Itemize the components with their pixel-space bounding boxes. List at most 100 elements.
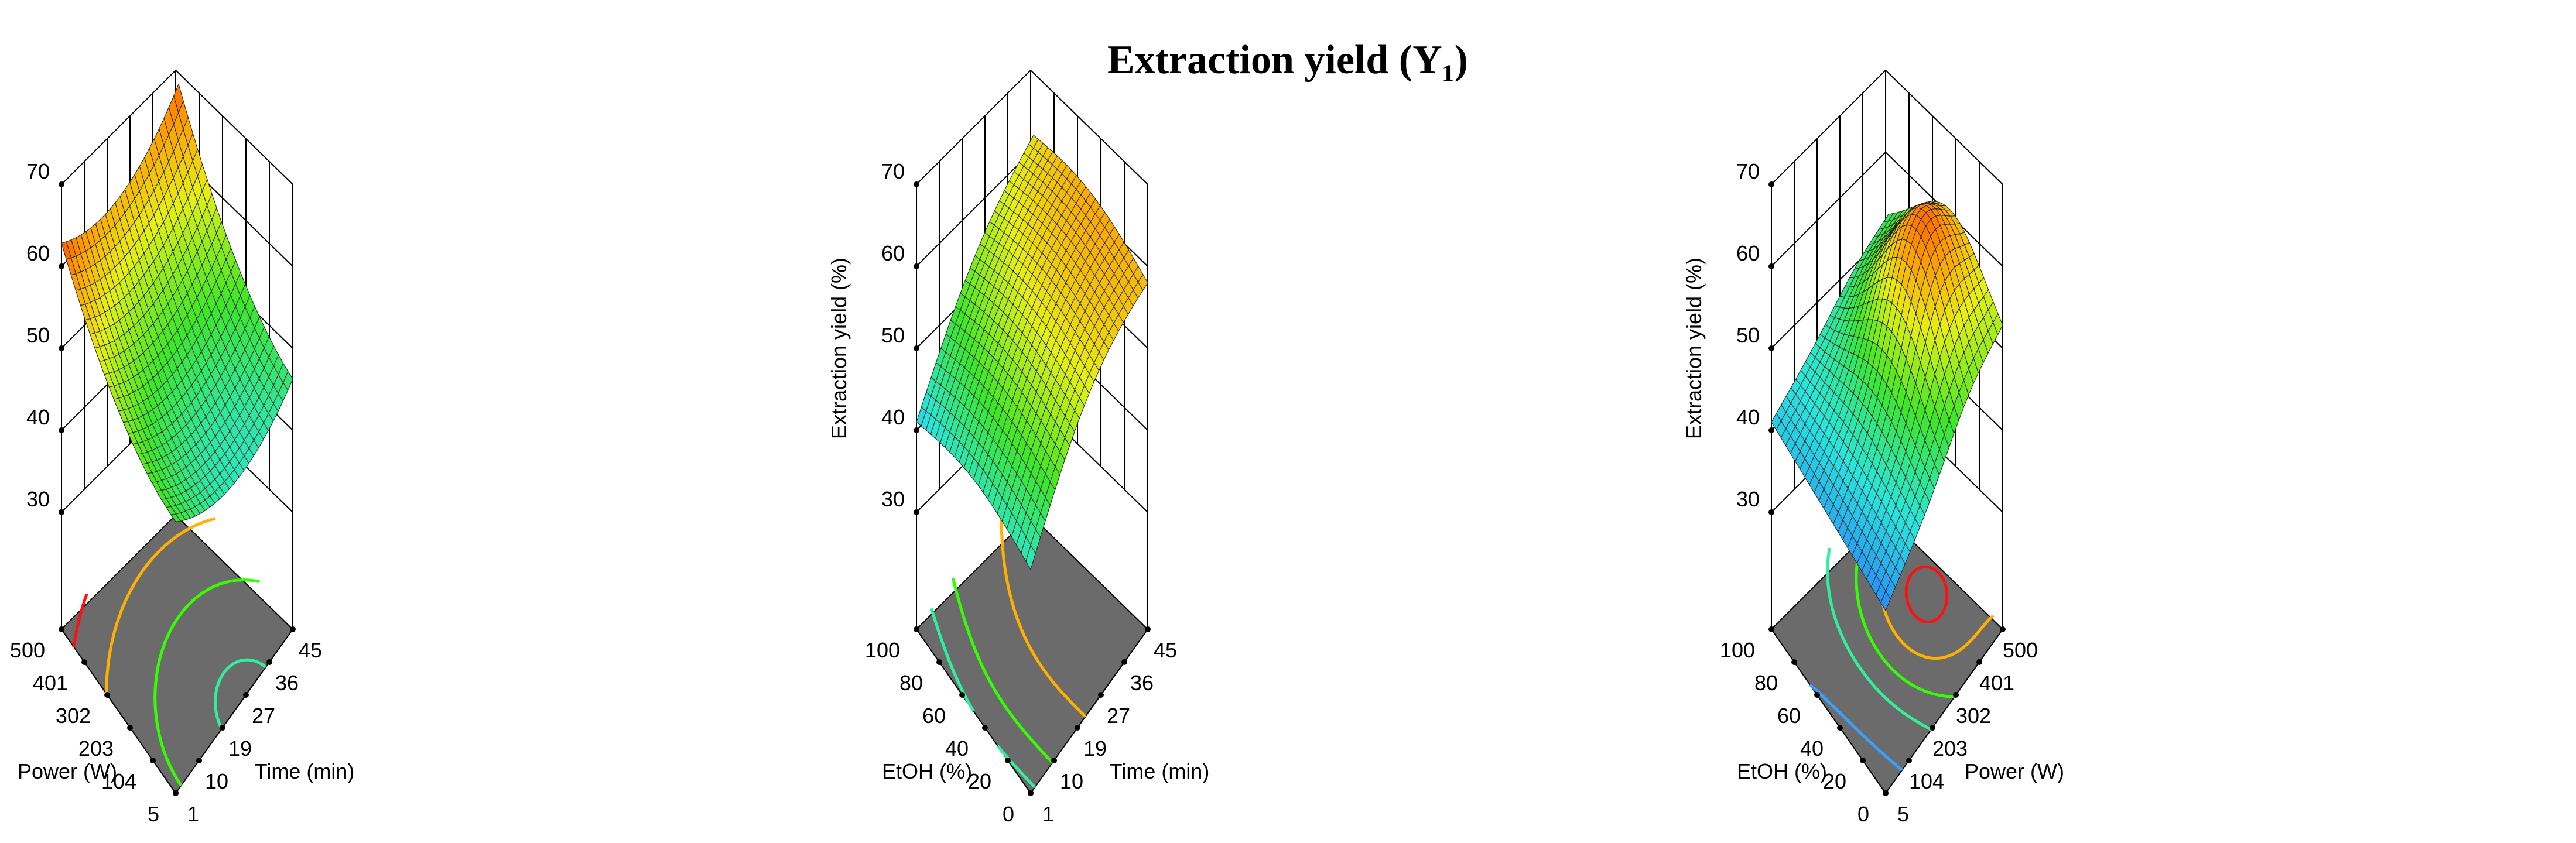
x-tick-mark bbox=[1906, 758, 1912, 763]
x-tick-mark bbox=[1098, 692, 1104, 698]
y-tick-mark bbox=[936, 659, 942, 665]
y-tick-label: 100 bbox=[865, 638, 900, 662]
y-axis-label: EtOH (%) bbox=[882, 759, 972, 783]
y-axis: 0 20 40 60 80 100 EtOH (%) bbox=[865, 626, 1034, 826]
x-tick-mark bbox=[290, 626, 296, 632]
y-axis-label: Power (W) bbox=[18, 759, 117, 783]
z-tick-label: 60 bbox=[26, 241, 50, 265]
contour-lines bbox=[930, 510, 1087, 789]
contour-60 bbox=[1904, 565, 1949, 624]
z-tick-label: 60 bbox=[881, 241, 905, 265]
x-tick-label: 27 bbox=[1107, 704, 1130, 728]
y-tick-mark bbox=[150, 758, 156, 763]
contour-44 bbox=[1826, 547, 1932, 731]
x-tick-label: 5 bbox=[1897, 802, 1909, 826]
y-tick-label: 100 bbox=[1720, 638, 1755, 662]
x-tick-label: 302 bbox=[1956, 704, 1991, 728]
y-tick-label: 203 bbox=[78, 736, 114, 760]
z-tick-mark bbox=[1768, 509, 1774, 515]
z-gridline bbox=[61, 69, 293, 185]
y-tick-mark bbox=[1791, 659, 1797, 665]
contour-44 bbox=[930, 608, 1036, 789]
surface-mesh bbox=[1771, 201, 2003, 612]
z-axis-label: Extraction yield (%) bbox=[827, 258, 851, 439]
x-tick-mark bbox=[1051, 758, 1057, 763]
y-tick-label: 40 bbox=[945, 736, 969, 760]
x-tick-label: 203 bbox=[1932, 736, 1968, 760]
y-tick-label: 80 bbox=[1754, 671, 1778, 695]
x-tick-label: 104 bbox=[1909, 769, 1944, 793]
z-tick-mark bbox=[914, 509, 919, 515]
x-tick-mark bbox=[196, 758, 202, 763]
z-tick-mark bbox=[59, 181, 64, 187]
y-axis-label: EtOH (%) bbox=[1737, 759, 1827, 783]
figure-title: Extraction yield (Y₁) bbox=[1107, 37, 1468, 83]
z-tick-mark bbox=[914, 263, 919, 269]
y-tick-label: 104 bbox=[101, 769, 136, 793]
y-tick-mark bbox=[1837, 725, 1843, 731]
y-tick-label: 60 bbox=[1777, 704, 1801, 728]
y-tick-label: 20 bbox=[968, 769, 991, 793]
y-tick-label: 0 bbox=[1857, 802, 1869, 826]
z-tick-mark bbox=[1768, 181, 1774, 187]
z-gridline bbox=[1771, 151, 2003, 267]
contour-lines bbox=[72, 477, 267, 787]
y-tick-label: 80 bbox=[899, 671, 923, 695]
surface-mesh bbox=[61, 83, 293, 522]
x-tick-mark bbox=[2000, 626, 2006, 632]
x-tick-mark bbox=[1883, 790, 1889, 796]
z-tick-label: 50 bbox=[881, 323, 905, 347]
y-tick-mark bbox=[127, 725, 133, 731]
x-tick-label: 19 bbox=[1083, 736, 1107, 760]
z-tick-label: 50 bbox=[1736, 323, 1760, 347]
x-tick-label: 10 bbox=[205, 769, 228, 793]
y-tick-label: 401 bbox=[33, 671, 68, 695]
y-tick-label: 40 bbox=[1800, 736, 1824, 760]
x-tick-mark bbox=[266, 659, 272, 665]
x-tick-mark bbox=[1976, 659, 1982, 665]
z-tick-mark bbox=[914, 181, 919, 187]
y-tick-label: 500 bbox=[10, 638, 45, 662]
surface-cell bbox=[1880, 590, 1891, 612]
z-tick-mark bbox=[59, 345, 64, 351]
z-tick-label: 40 bbox=[26, 405, 50, 429]
y-tick-mark bbox=[81, 659, 87, 665]
z-tick-label: 40 bbox=[1736, 405, 1760, 429]
y-tick-mark bbox=[59, 626, 64, 632]
y-tick-mark bbox=[1005, 758, 1011, 763]
x-tick-label: 401 bbox=[1979, 671, 2014, 695]
x-tick-mark bbox=[1121, 659, 1127, 665]
z-tick-label: 40 bbox=[881, 405, 905, 429]
y-axis: 5 104 203 302 401 500 Power (W) bbox=[10, 626, 179, 826]
x-tick-label: 10 bbox=[1060, 769, 1083, 793]
x-tick-label: 36 bbox=[1130, 671, 1154, 695]
contour-40 bbox=[1809, 683, 1903, 772]
x-tick-label: 19 bbox=[228, 736, 252, 760]
surface-plot-3: 30 40 50 60 70 Extraction yield (%) 0 20 40 60 80 1… bbox=[1682, 69, 2064, 826]
x-tick-mark bbox=[1075, 725, 1080, 731]
y-tick-label: 60 bbox=[922, 704, 946, 728]
x-tick-mark bbox=[1145, 626, 1151, 632]
x-tick-label: 27 bbox=[252, 704, 275, 728]
y-tick-mark bbox=[104, 692, 110, 698]
y-tick-label: 5 bbox=[148, 802, 159, 826]
z-tick-mark bbox=[914, 427, 919, 433]
x-tick-label: 36 bbox=[275, 671, 299, 695]
x-tick-mark bbox=[220, 725, 225, 731]
surface-cell bbox=[170, 513, 182, 522]
surface-mesh bbox=[916, 135, 1148, 571]
x-tick-mark bbox=[1028, 790, 1034, 796]
z-gridline bbox=[916, 69, 1148, 185]
y-tick-label: 0 bbox=[1003, 802, 1014, 826]
x-axis-label: Time (min) bbox=[255, 759, 355, 783]
z-tick-mark bbox=[914, 345, 919, 351]
x-tick-mark bbox=[173, 790, 179, 796]
z-tick-label: 60 bbox=[1736, 241, 1760, 265]
